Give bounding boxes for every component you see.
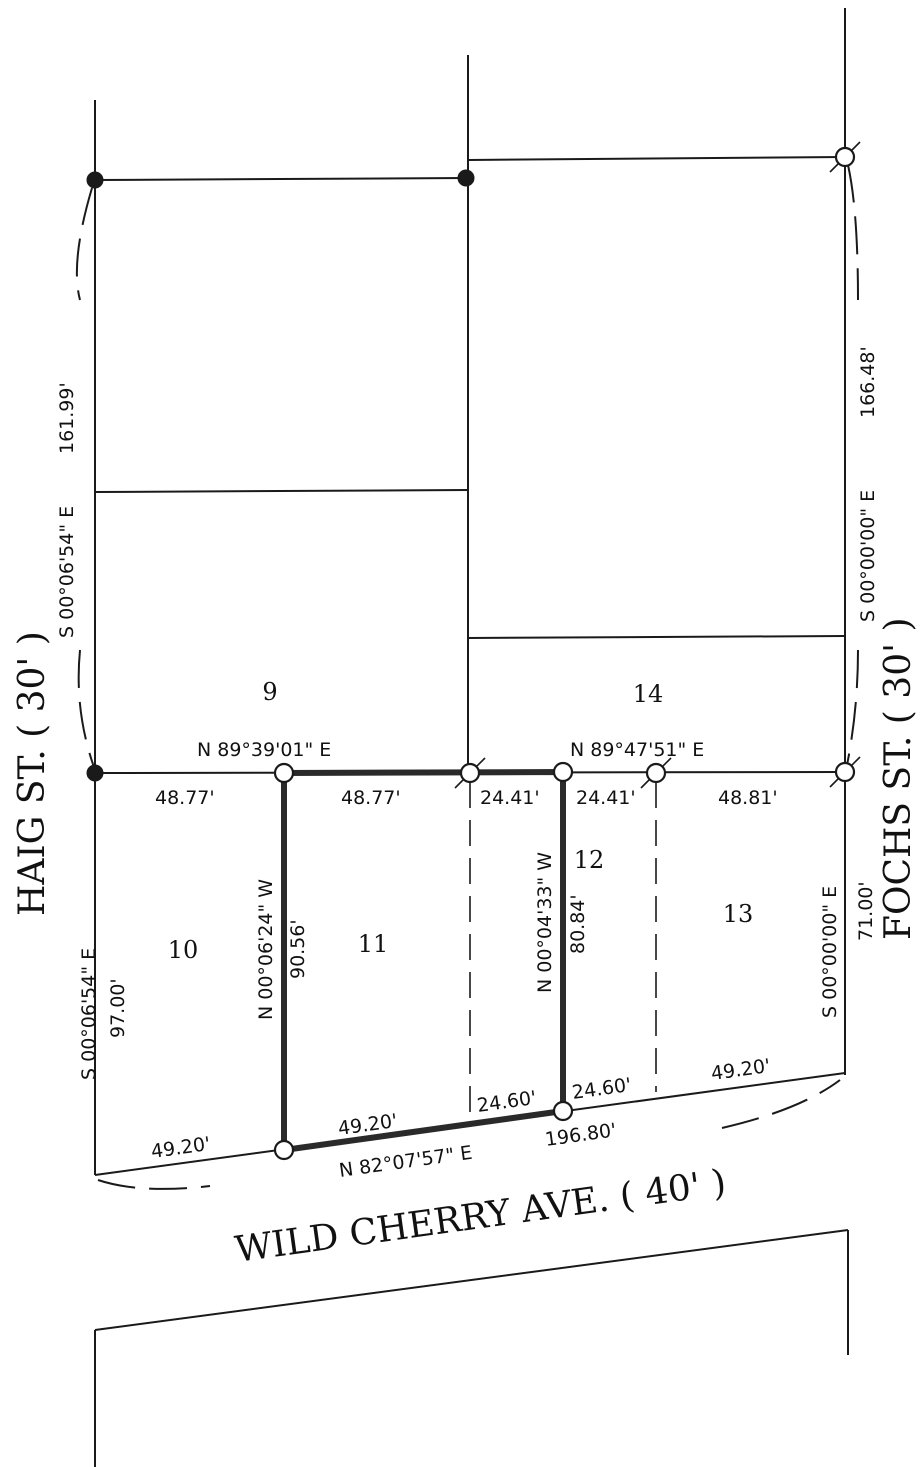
lot-division-lines xyxy=(469,782,657,1118)
lot-number: 11 xyxy=(358,930,389,958)
set-monument xyxy=(273,762,295,784)
distance-label: 90.56' xyxy=(287,919,309,979)
set-monument xyxy=(834,146,856,168)
set-monument xyxy=(459,762,481,784)
bearing-label: S 00°00'00" E xyxy=(819,886,841,1018)
lot-number: 12 xyxy=(574,846,605,874)
found-monument xyxy=(86,764,104,782)
distance-label: 97.00' xyxy=(107,978,129,1038)
monuments xyxy=(86,146,856,1161)
found-monument xyxy=(457,169,475,187)
street-label-haig: HAIG ST. ( 30' ) xyxy=(12,631,53,916)
distance-label: 24.60' xyxy=(476,1087,538,1117)
set-monument xyxy=(834,761,856,783)
distance-label: 24.41' xyxy=(576,787,636,809)
street-label-wild-cherry: WILD CHERRY AVE. ( 40' ) xyxy=(233,1162,729,1271)
distance-label: 48.77' xyxy=(341,787,401,809)
set-monument xyxy=(552,1100,574,1122)
distance-label: 24.60' xyxy=(571,1074,633,1104)
distance-label: 196.80' xyxy=(544,1119,618,1151)
distance-label: 71.00' xyxy=(855,881,877,941)
distance-label: 80.84' xyxy=(567,894,589,954)
found-monument xyxy=(86,171,104,189)
bearing-label: N 89°39'01" E xyxy=(197,739,331,761)
bearing-label: N 00°04'33" W xyxy=(534,852,556,993)
bearing-label: S 00°00'00" E xyxy=(857,490,879,622)
bearing-label: N 89°47'51" E xyxy=(570,739,704,761)
set-monument xyxy=(645,762,667,784)
distance-label: 49.20' xyxy=(710,1055,772,1085)
street-label-fochs: FOCHS ST. ( 30' ) xyxy=(878,618,919,941)
distance-label: 166.48' xyxy=(857,346,879,418)
set-monument xyxy=(273,1139,295,1161)
set-monument xyxy=(552,761,574,783)
boundary-lines xyxy=(94,8,849,1467)
distance-label: 48.77' xyxy=(155,787,215,809)
lot-number: 14 xyxy=(633,680,664,708)
bearing-label: S 00°06'54" E xyxy=(56,506,78,638)
lot-number: 13 xyxy=(723,900,754,928)
distance-label: 48.81' xyxy=(718,787,778,809)
bearing-label: N 00°06'24" W xyxy=(255,879,277,1020)
bearing-label: S 00°06'54" E xyxy=(78,948,100,1080)
bearing-label: N 82°07'57" E xyxy=(338,1142,474,1182)
distance-label: 24.41' xyxy=(480,787,540,809)
row-arcs xyxy=(75,164,859,1190)
distance-label: 161.99' xyxy=(56,382,78,454)
lot-number: 9 xyxy=(262,678,277,706)
lot-number: 10 xyxy=(168,936,199,964)
distance-label: 49.20' xyxy=(150,1133,212,1163)
